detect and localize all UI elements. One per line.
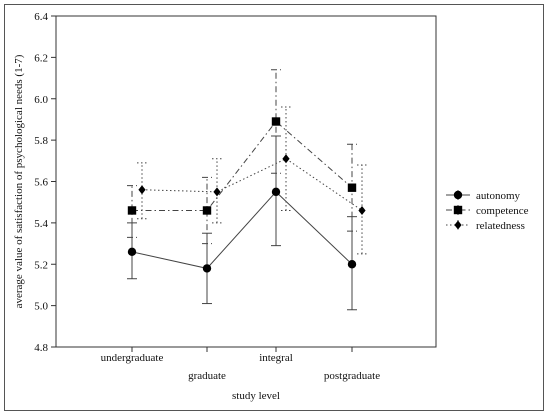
x-tick-label: undergraduate (101, 352, 164, 364)
legend: autonomy competence relatedness (446, 190, 529, 232)
y-tick-label: 6.0 (34, 94, 48, 106)
legend-label: autonomy (476, 190, 520, 202)
legend-item-competence: competence (446, 205, 529, 217)
x-axis-title: study level (232, 390, 280, 402)
error-bar (137, 162, 147, 220)
data-point (127, 247, 137, 257)
y-tick-label: 6.2 (34, 52, 48, 64)
y-tick-label: 5.4 (34, 218, 48, 230)
data-point (271, 117, 281, 126)
data-point (282, 154, 290, 164)
series-line (131, 191, 353, 269)
data-point (202, 206, 212, 215)
series-line (132, 120, 353, 211)
legend-item-autonomy: autonomy (446, 190, 520, 202)
data-point (127, 206, 137, 215)
x-axis: undergraduate graduate integral postgraduat… (101, 347, 380, 382)
x-tick-label: graduate (188, 370, 226, 382)
series-layer (127, 69, 367, 311)
y-axis-title: average value of satisfaction of psychol… (13, 54, 25, 308)
chart: 4.8 5.0 5.2 5.4 5.6 5.8 6.0 6.2 6.4 undergraduat… (13, 11, 529, 402)
error-bar (281, 106, 291, 211)
series-autonomy (127, 135, 357, 311)
series-line (141, 158, 363, 211)
series-relatedness (137, 106, 367, 255)
error-bar (202, 176, 212, 245)
legend-marker (454, 220, 462, 230)
data-point (271, 187, 281, 197)
series-competence (127, 69, 357, 245)
legend-marker (453, 205, 463, 215)
figure-frame: 4.8 5.0 5.2 5.4 5.6 5.8 6.0 6.2 6.4 undergraduat… (4, 4, 544, 411)
data-point (358, 205, 366, 215)
data-point (202, 264, 212, 273)
data-point (347, 183, 357, 192)
legend-marker (453, 190, 463, 200)
y-tick-label: 4.8 (34, 342, 48, 354)
error-bar (127, 185, 137, 238)
data-point (138, 185, 146, 195)
data-point (347, 260, 357, 269)
y-tick-label: 6.4 (34, 11, 48, 23)
y-tick-label: 5.2 (34, 259, 48, 271)
x-tick-label: postgraduate (324, 370, 380, 382)
x-tick-label: integral (259, 352, 293, 364)
legend-label: relatedness (476, 220, 525, 232)
plot-area (55, 15, 437, 348)
data-point (213, 187, 221, 197)
y-axis: 4.8 5.0 5.2 5.4 5.6 5.8 6.0 6.2 6.4 (34, 11, 56, 354)
y-tick-label: 5.0 (34, 301, 48, 313)
y-tick-label: 5.6 (34, 177, 48, 189)
y-tick-label: 5.8 (34, 135, 48, 147)
legend-label: competence (476, 205, 529, 217)
legend-item-relatedness: relatedness (446, 220, 525, 232)
error-bar (271, 69, 281, 174)
